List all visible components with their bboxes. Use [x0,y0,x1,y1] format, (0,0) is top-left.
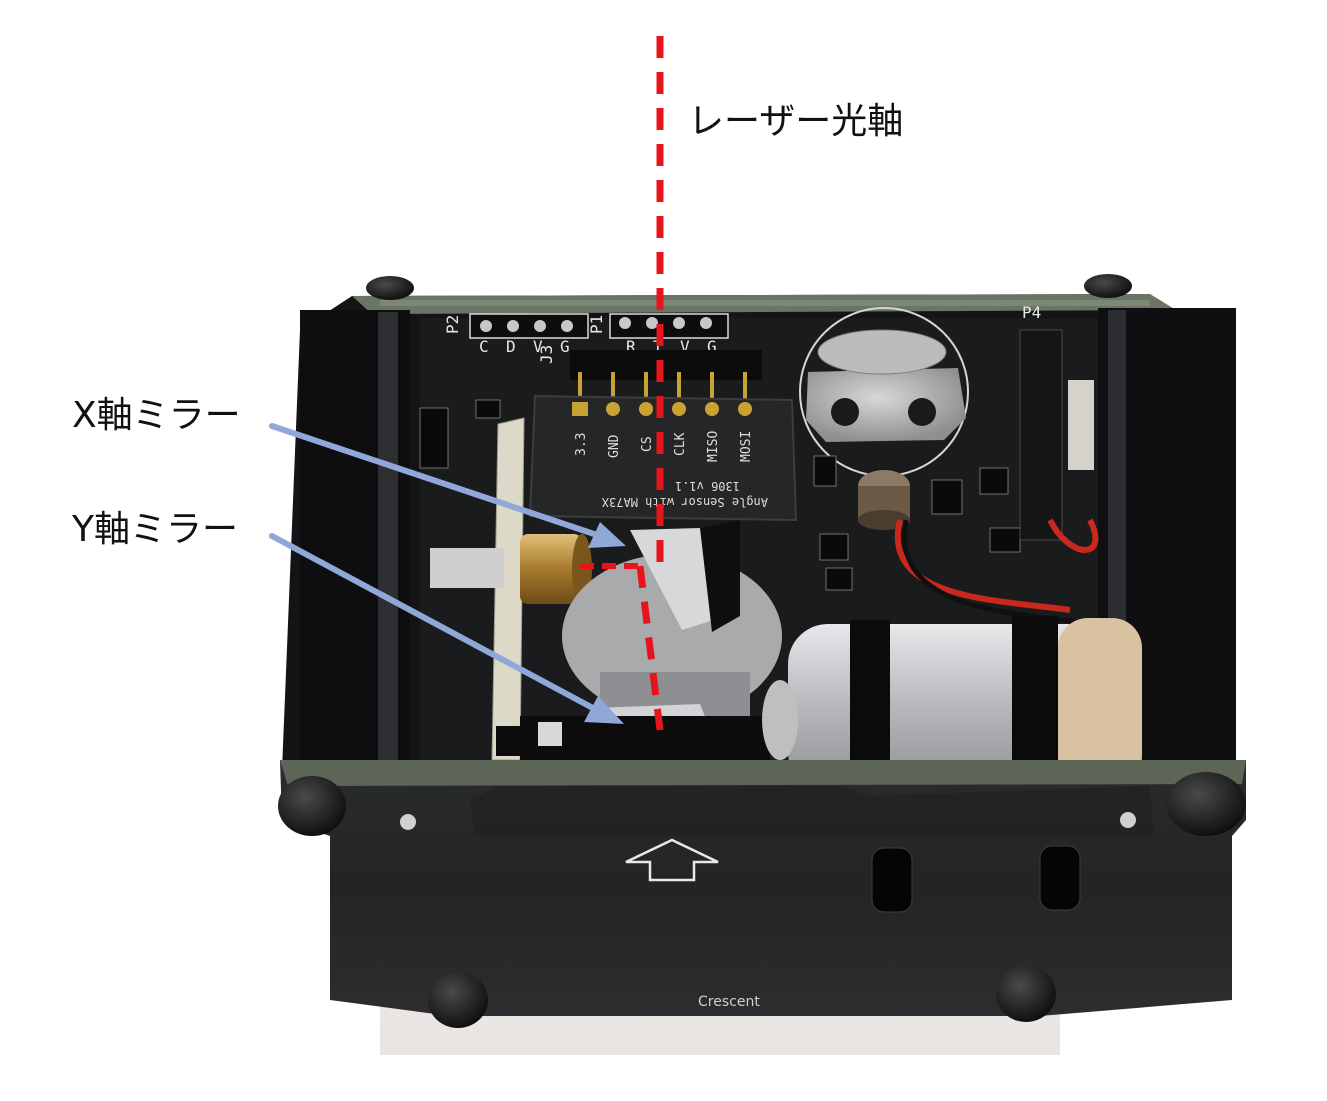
silk-p1-pin-0: R [626,337,636,356]
silk-p2-pin-2: V [533,337,543,356]
silk-p2: P2 [443,315,462,334]
brand-mark: Crescent [698,994,760,1010]
coin-cell-holder [799,307,969,477]
module-pin-5: MOSI [739,431,754,462]
y-mirror-label: Y軸ミラー [72,509,238,550]
silk-j3: J3 [537,345,556,364]
laser-beam-reflect [636,565,664,731]
x-mirror-label: X軸ミラー [72,395,241,436]
slot-left [871,847,913,913]
module-pin-1: GND [607,434,622,458]
rubber-feet [278,274,1246,1028]
silk-p1-pin-1: T [653,337,663,356]
pin-header-j3 [570,350,762,380]
module-text-1: Angle Sensor with MA73X [601,495,768,509]
module-pads [572,402,752,416]
y-mirror-arrow [269,533,624,724]
dc-motor [762,616,1142,796]
silk-p4: P4 [1022,303,1041,322]
x-mirror-arrow [269,423,626,548]
up-arrow-icon [625,838,719,882]
header-p1-pads [619,317,712,329]
red-wire [894,518,1099,613]
angle-sensor-module [528,394,798,522]
laser-pcb [491,417,525,761]
module-pin-2: CS [640,436,655,452]
silk-p1-pin-3: G [707,337,717,356]
module-pin-4: MISO [706,431,721,462]
silk-p2-pin-0: C [479,337,489,356]
silk-p2-pin-1: D [506,337,516,356]
silk-p1: P1 [587,315,606,334]
module-pin-3: CLK [673,432,688,456]
laser-axis-label: レーザー光軸 [688,101,904,142]
screw-hole-left [400,814,416,830]
module-pin-0: 3.3 [574,433,589,456]
connector-p4 [1019,329,1063,541]
slot-right [1039,845,1081,911]
module-text-2: 1306 v1.1 [675,479,740,493]
header-p2-pads [480,320,573,332]
silk-p1-pin-2: V [680,337,690,356]
screw-hole-right [1120,812,1136,828]
smd-components [419,399,1021,591]
silk-p2-pin-3: G [560,337,570,356]
